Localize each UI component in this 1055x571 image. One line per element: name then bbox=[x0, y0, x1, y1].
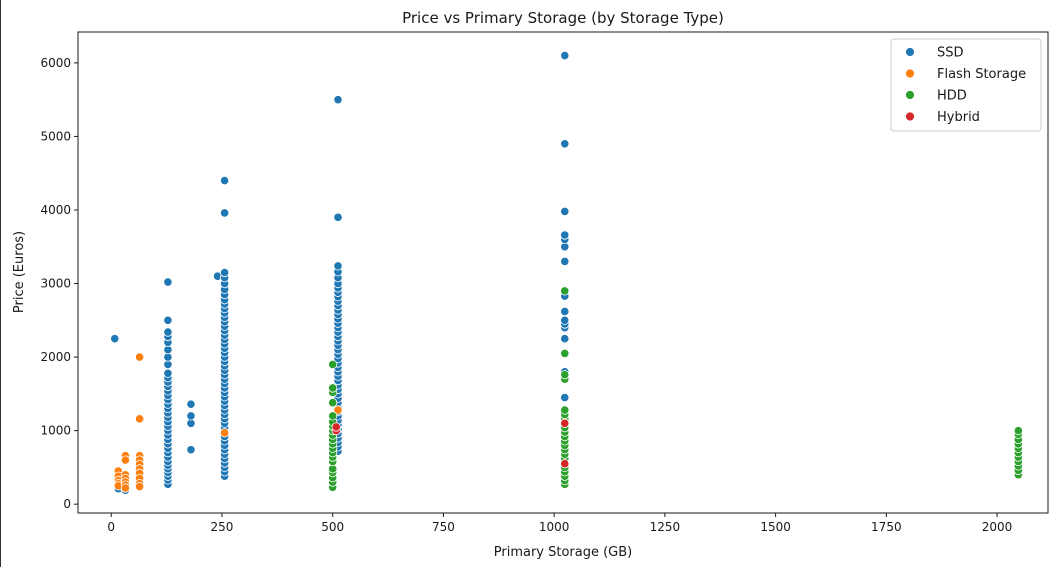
point-ssd bbox=[163, 368, 173, 378]
chart-title: Price vs Primary Storage (by Storage Typ… bbox=[402, 9, 724, 27]
x-axis-ticks: 0 250 500 750 1000 1250 1500 1750 2000 bbox=[107, 513, 1012, 534]
x-tick-label: 2000 bbox=[982, 520, 1013, 534]
point-flash-storage bbox=[134, 352, 145, 362]
x-tick-label: 1000 bbox=[539, 520, 570, 534]
x-tick-label: 1500 bbox=[760, 520, 791, 534]
point-flash-storage bbox=[134, 414, 145, 424]
legend-label-flash-storage: Flash Storage bbox=[937, 67, 1026, 82]
point-ssd bbox=[220, 208, 230, 218]
point-hdd bbox=[1013, 426, 1023, 436]
x-tick-label: 250 bbox=[210, 520, 233, 534]
point-ssd bbox=[560, 256, 570, 267]
y-tick-label: 1000 bbox=[40, 424, 71, 438]
point-hdd bbox=[328, 398, 338, 408]
x-tick-label: 500 bbox=[321, 520, 344, 534]
point-ssd bbox=[186, 445, 196, 455]
legend-box bbox=[890, 38, 1042, 132]
x-tick-label: 1250 bbox=[650, 520, 681, 534]
point-ssd bbox=[560, 139, 570, 149]
point-hybrid bbox=[331, 422, 341, 432]
x-tick-label: 750 bbox=[432, 520, 455, 534]
point-ssd bbox=[220, 267, 230, 278]
legend-marker-flash-storage bbox=[905, 68, 915, 79]
point-flash-storage bbox=[333, 405, 343, 415]
point-ssd bbox=[560, 50, 570, 61]
point-ssd bbox=[560, 306, 570, 317]
point-hybrid bbox=[560, 418, 570, 428]
legend-marker-ssd bbox=[905, 47, 915, 57]
point-ssd bbox=[163, 315, 173, 325]
y-axis-label: Price (Euros) bbox=[12, 231, 27, 313]
point-flash-storage bbox=[120, 455, 130, 465]
y-tick-label: 0 bbox=[63, 497, 71, 511]
point-flash-storage bbox=[120, 483, 130, 493]
legend-label-ssd: SSD bbox=[937, 46, 964, 61]
point-ssd bbox=[163, 327, 173, 337]
point-ssd bbox=[560, 315, 570, 325]
y-tick-label: 4000 bbox=[40, 203, 71, 217]
point-hdd bbox=[328, 359, 338, 370]
legend-label-hybrid: Hybrid bbox=[937, 110, 980, 125]
point-ssd bbox=[560, 230, 570, 240]
point-ssd bbox=[560, 334, 570, 344]
point-flash-storage bbox=[220, 428, 230, 438]
y-axis-ticks: 0 1000 2000 3000 4000 5000 6000 bbox=[40, 56, 78, 511]
point-flash-storage bbox=[134, 481, 145, 492]
point-hdd bbox=[560, 348, 570, 359]
plot-area bbox=[77, 31, 1049, 514]
x-tick-label: 1750 bbox=[871, 520, 902, 534]
point-ssd bbox=[110, 334, 120, 344]
point-hdd bbox=[560, 405, 570, 415]
point-ssd bbox=[333, 261, 343, 271]
point-ssd bbox=[186, 399, 196, 409]
point-hdd bbox=[560, 370, 570, 380]
point-ssd bbox=[163, 277, 173, 287]
y-tick-label: 5000 bbox=[40, 129, 71, 143]
point-ssd bbox=[333, 95, 343, 105]
point-ssd bbox=[560, 392, 570, 403]
point-hybrid bbox=[560, 459, 570, 469]
point-hdd bbox=[328, 411, 338, 421]
point-hdd bbox=[328, 383, 338, 393]
point-ssd bbox=[560, 206, 570, 217]
point-hdd bbox=[560, 286, 570, 296]
y-tick-label: 6000 bbox=[40, 56, 71, 70]
legend: SSD Flash Storage HDD Hybrid bbox=[890, 38, 1042, 132]
point-ssd bbox=[333, 212, 343, 222]
y-tick-label: 2000 bbox=[40, 350, 71, 364]
x-tick-label: 0 bbox=[107, 520, 115, 534]
point-ssd bbox=[220, 175, 230, 186]
legend-label-hdd: HDD bbox=[937, 89, 967, 104]
x-axis-label: Primary Storage (GB) bbox=[494, 545, 633, 560]
legend-marker-hdd bbox=[905, 90, 915, 100]
legend-marker-hybrid bbox=[905, 111, 915, 122]
y-tick-label: 3000 bbox=[40, 277, 71, 291]
data-points bbox=[110, 50, 1023, 495]
point-ssd bbox=[186, 411, 196, 421]
